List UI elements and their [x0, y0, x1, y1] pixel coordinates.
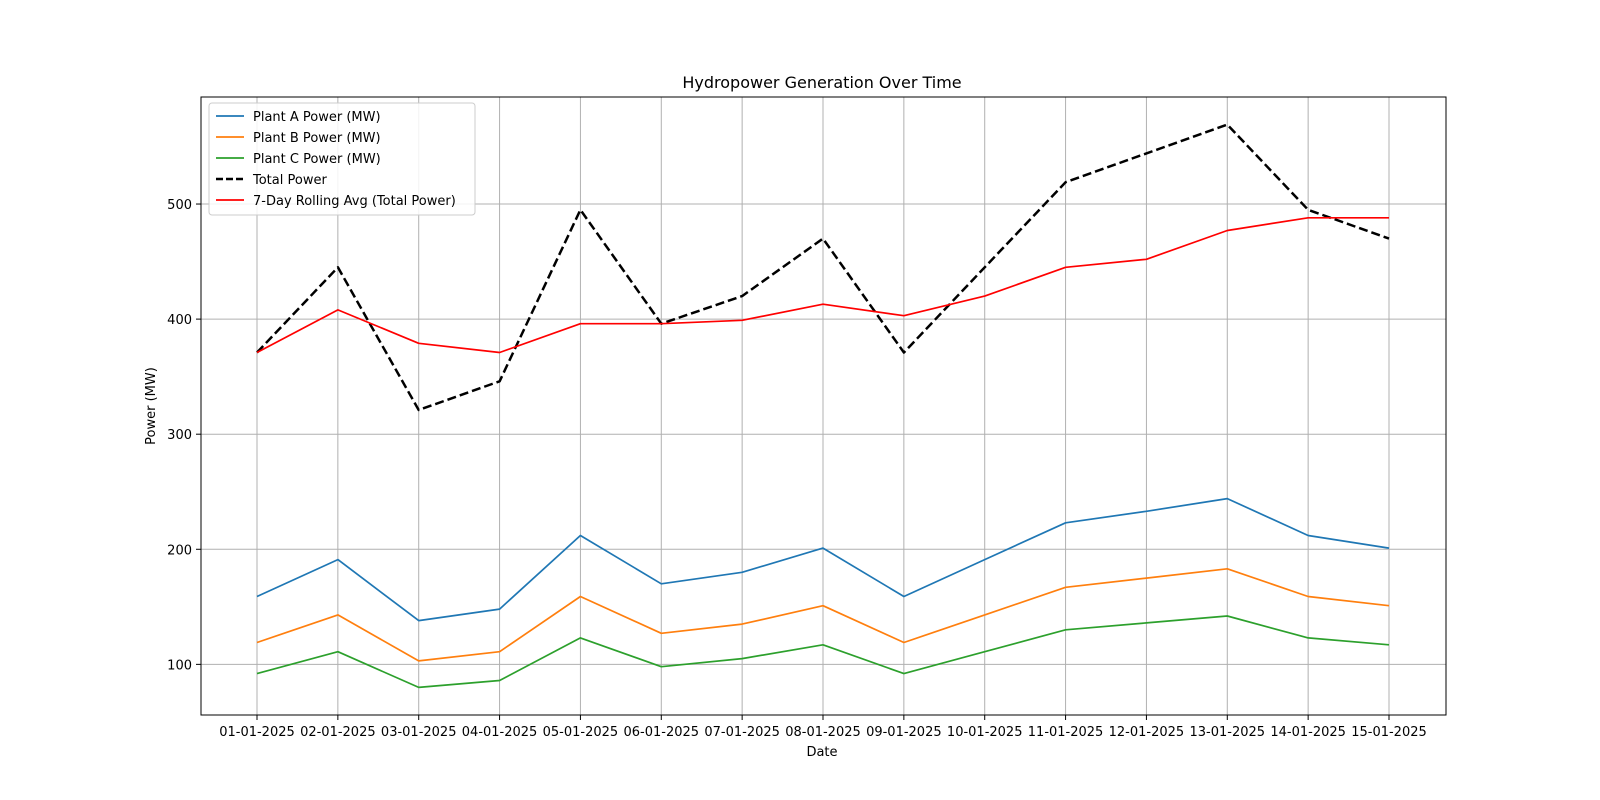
- x-tick-label: 03-01-2025: [381, 725, 457, 740]
- x-tick-label: 10-01-2025: [947, 725, 1023, 740]
- x-axis-label: Date: [806, 745, 837, 760]
- x-tick-label: 14-01-2025: [1270, 725, 1346, 740]
- y-axis-label: Power (MW): [144, 367, 159, 445]
- x-tick-label: 07-01-2025: [704, 725, 780, 740]
- x-tick-label: 01-01-2025: [219, 725, 295, 740]
- y-tick-label: 400: [167, 313, 192, 328]
- legend-entry: Total Power: [252, 173, 327, 188]
- x-tick-label: 06-01-2025: [624, 725, 700, 740]
- series-line-5: [256, 216, 1389, 354]
- x-tick-label: 04-01-2025: [462, 725, 538, 740]
- x-tick-label: 05-01-2025: [543, 725, 619, 740]
- legend-entry: Plant B Power (MW): [253, 131, 381, 146]
- series-line-2: [256, 567, 1390, 662]
- legend: Plant A Power (MW) Plant B Power (MW) Plan…: [208, 102, 476, 216]
- legend-entry: 7-Day Rolling Avg (Total Power): [253, 194, 456, 209]
- y-tick-label: 300: [167, 428, 192, 443]
- x-tick-label: 02-01-2025: [300, 725, 376, 740]
- y-tick-label: 100: [167, 658, 192, 673]
- series-line-4: [256, 123, 1390, 412]
- series-line-3: [256, 615, 1390, 689]
- x-tick-label: 11-01-2025: [1028, 725, 1104, 740]
- chart-title: Hydropower Generation Over Time: [682, 73, 961, 92]
- series-line-1: [256, 497, 1390, 622]
- y-tick-label: 500: [167, 198, 192, 213]
- plot-frame: [200, 96, 1447, 716]
- series-lines: [256, 123, 1390, 689]
- x-tick-label: 15-01-2025: [1351, 725, 1427, 740]
- x-tick-label: 09-01-2025: [866, 725, 942, 740]
- y-axis-ticks: 100 200 300 400 500: [167, 198, 201, 673]
- legend-box: [208, 102, 476, 216]
- x-tick-label: 08-01-2025: [785, 725, 861, 740]
- x-tick-label: 13-01-2025: [1190, 725, 1266, 740]
- y-tick-label: 200: [167, 543, 192, 558]
- legend-entry: Plant C Power (MW): [253, 152, 381, 167]
- x-tick-label: 12-01-2025: [1109, 725, 1185, 740]
- x-axis-ticks: 01-01-2025 02-01-2025 03-01-2025 04-01-2025…: [219, 715, 1427, 740]
- legend-entry: Plant A Power (MW): [253, 110, 381, 125]
